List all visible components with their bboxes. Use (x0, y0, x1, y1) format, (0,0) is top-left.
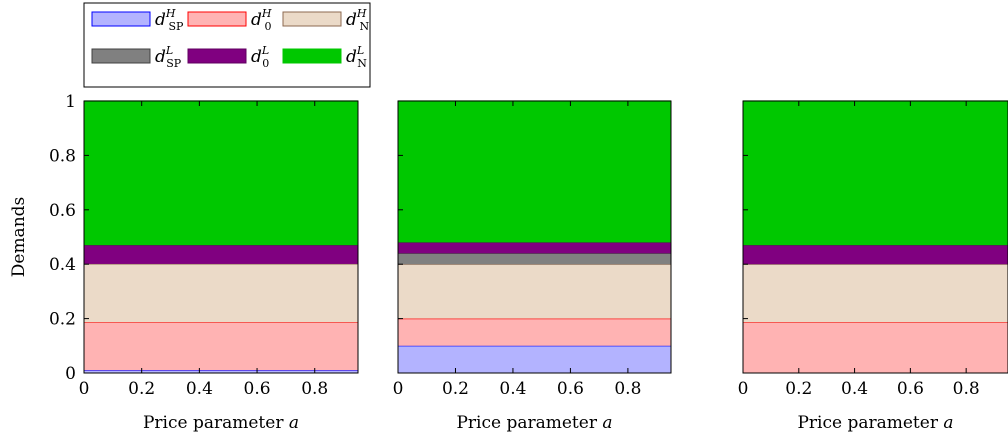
x-tick-label: 0.8 (301, 379, 328, 399)
x-axis-label: Price parameter a (456, 413, 612, 433)
x-axis-label: Price parameter a (797, 413, 953, 433)
x-tick-label: 0.6 (244, 379, 271, 399)
legend-swatch-sp_h (91, 11, 151, 27)
y-tick-label: 0.6 (49, 201, 76, 221)
x-tick-label: 0.6 (557, 379, 584, 399)
area-zero_h (743, 322, 1008, 373)
legend-label-n_l: dL N (346, 44, 367, 70)
axes-frame (742, 100, 1008, 374)
x-tick-label: 0.2 (442, 379, 469, 399)
x-tick-label: 0.4 (186, 379, 213, 399)
legend-entry-zero_l: dL 0 (187, 44, 269, 70)
charts: 0 0.2 0.4 0.6 0.8 0 0.2 0.4 0.6 0.8 1 Price paramet… (9, 92, 1008, 433)
legend-swatch-zero_l (187, 48, 247, 64)
area-sp_h (398, 345, 671, 373)
x-tick-label: 0 (79, 379, 90, 399)
area-n_l (743, 101, 1008, 246)
y-tick-label: 0.8 (49, 146, 76, 166)
x-tick-label: 0.8 (953, 379, 980, 399)
legend-label-n_h: dH N (346, 7, 369, 33)
legend-label-sp_l: dL SP (155, 44, 182, 70)
area-n_h (84, 263, 358, 323)
x-tick-label: 0.2 (785, 379, 812, 399)
area-zero_l (743, 245, 1008, 265)
legend-entry-n_h: dH N (282, 7, 369, 33)
legend-label-zero_l: dL 0 (251, 44, 269, 70)
x-tick-label: 0.4 (499, 379, 526, 399)
area-zero_h (398, 318, 671, 346)
y-tick-label: 0 (65, 364, 76, 384)
legend-swatch-sp_l (91, 48, 151, 64)
legend: dH SP dH 0 dH N dL SP dL 0 dL N (83, 2, 371, 88)
area-n_h (743, 264, 1008, 323)
area-n_h (398, 264, 671, 319)
axes-frame (397, 100, 672, 374)
legend-label-zero_h: dH 0 (251, 7, 272, 33)
area-zero_l (84, 245, 358, 264)
area-zero_l (398, 242, 671, 254)
x-tick-label: 0.4 (841, 379, 868, 399)
x-tick-label: 0.8 (614, 379, 641, 399)
legend-entry-sp_h: dH SP (91, 7, 184, 33)
x-axis-label: Price parameter a (143, 413, 299, 433)
chart-1: 0 0.2 0.4 0.6 0.8 0 0.2 0.4 0.6 0.8 1 Price paramet… (9, 92, 359, 433)
x-tick-label: 0 (393, 379, 404, 399)
legend-entry-zero_h: dH 0 (187, 7, 272, 33)
area-sp_h (84, 370, 358, 373)
legend-swatch-zero_h (187, 11, 247, 27)
y-tick-label: 0.4 (49, 255, 76, 275)
axes-frame (83, 100, 359, 374)
area-zero_h (84, 322, 358, 371)
legend-swatch-n_l (282, 48, 342, 64)
legend-entry-n_l: dL N (282, 44, 367, 70)
x-tick-label: 0.2 (128, 379, 155, 399)
legend-entry-sp_l: dL SP (91, 44, 182, 70)
y-tick-label: 1 (65, 92, 76, 112)
legend-swatch-n_h (282, 11, 342, 27)
y-axis-label: Demands (9, 197, 29, 278)
area-n_l (398, 101, 671, 243)
y-tick-label: 0.2 (49, 310, 76, 330)
area-sp_l (398, 253, 671, 265)
x-tick-label: 0 (738, 379, 749, 399)
area-n_l (84, 101, 358, 246)
legend-label-sp_h: dH SP (155, 7, 184, 33)
x-tick-label: 0.6 (897, 379, 924, 399)
